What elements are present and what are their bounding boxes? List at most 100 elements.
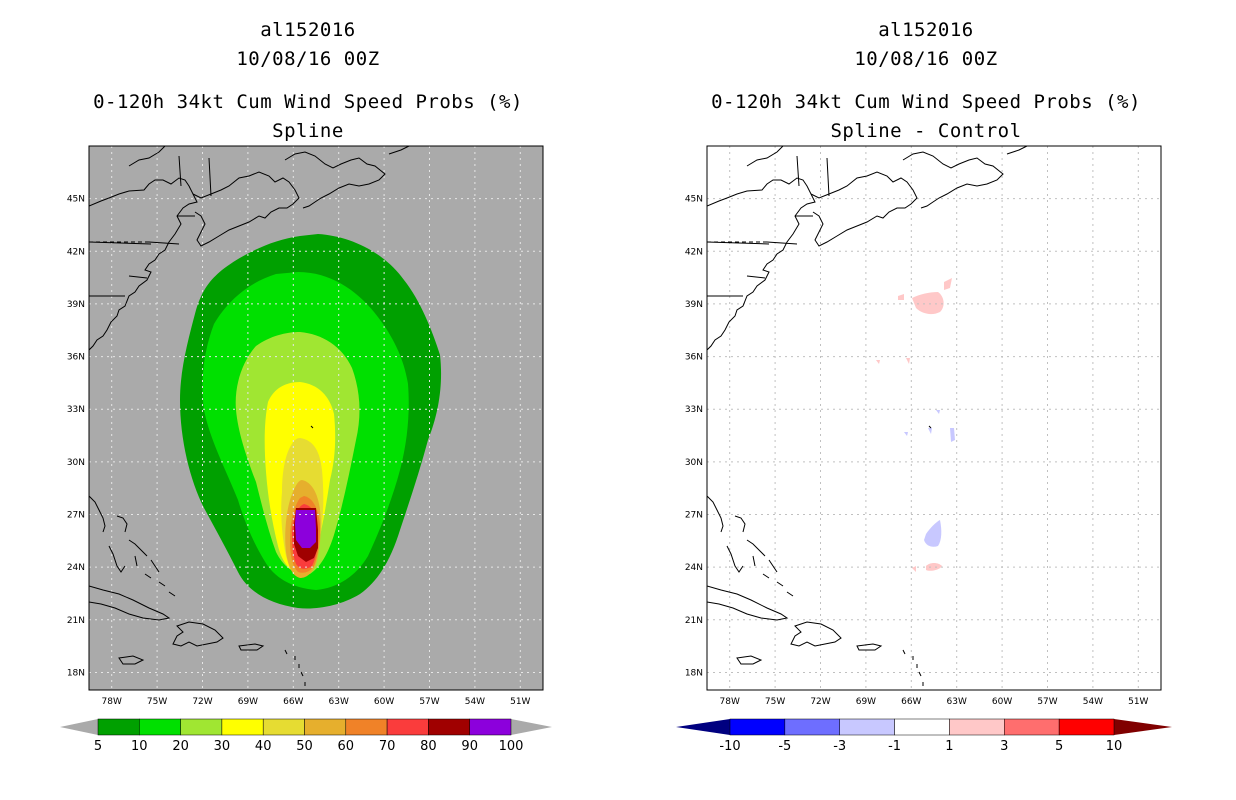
left-lat-label: 39N — [67, 300, 85, 310]
right-colorbar-label: 1 — [945, 739, 953, 754]
left-colorbar-swatch — [304, 718, 347, 736]
left-colorbar-label: 90 — [461, 739, 478, 754]
left-map: 78W 75W 72W 69W 66W 63W 60W 57W 54W 51W 45N 42N 39N 3… — [67, 145, 544, 707]
left-lat-label: 42N — [67, 247, 85, 257]
diff-negative-3 — [928, 428, 932, 434]
diff-negative-1 — [924, 520, 942, 547]
left-lon-label: 51W — [510, 697, 530, 707]
left-title-product: 0-120h 34kt Cum Wind Speed Probs (%) — [93, 91, 523, 113]
right-lat-label: 39N — [685, 300, 703, 310]
diff-positive-4 — [906, 358, 910, 364]
diff-positive-6 — [926, 563, 942, 571]
right-colorbar-label: -3 — [833, 739, 846, 754]
right-lon-label: 51W — [1128, 697, 1148, 707]
left-lon-label: 72W — [192, 697, 212, 707]
right-map-background — [707, 146, 1161, 690]
left-colorbar-label: 80 — [420, 739, 437, 754]
right-title-datetime: 10/08/16 00Z — [854, 48, 998, 70]
left-colorbar-swatch — [386, 718, 429, 736]
left-lon-label: 57W — [419, 697, 439, 707]
left-lon-label: 54W — [465, 697, 485, 707]
left-colorbar-swatch — [180, 718, 223, 736]
left-lat-label: 24N — [67, 563, 85, 573]
left-colorbar-label: 60 — [338, 739, 355, 754]
left-lat-label: 33N — [67, 405, 85, 415]
left-title-datetime: 10/08/16 00Z — [236, 48, 380, 70]
left-lon-label: 78W — [102, 697, 122, 707]
right-lat-label: 27N — [685, 511, 703, 521]
left-colorbar-swatch — [262, 718, 305, 736]
right-lon-label: 54W — [1083, 697, 1103, 707]
diff-positive-3 — [898, 294, 904, 300]
right-axis-labels: 78W 75W 72W 69W 66W 63W 60W 57W 54W 51W 45N 42N 39N 3… — [685, 195, 1149, 707]
left-lon-label: 69W — [238, 697, 258, 707]
diff-negative-5 — [936, 410, 940, 414]
right-colorbar: -10 -5 -3 -1 1 3 5 10 — [676, 718, 1172, 754]
right-lat-label: 33N — [685, 405, 703, 415]
left-colorbar-label: 5 — [94, 739, 102, 754]
left-colorbar-swatch — [469, 718, 512, 736]
right-lon-label: 57W — [1037, 697, 1057, 707]
right-colorbar-swatch — [839, 718, 895, 736]
right-lon-label: 60W — [992, 697, 1012, 707]
left-colorbar-label: 30 — [214, 739, 231, 754]
right-colorbar-label: -10 — [719, 739, 740, 754]
left-lat-label: 27N — [67, 511, 85, 521]
contour-100 — [297, 514, 314, 544]
diff-negative-2 — [950, 428, 955, 442]
right-title-storm-id: al152016 — [878, 19, 974, 41]
left-colorbar-right-arrow — [511, 719, 552, 735]
left-lon-label: 75W — [147, 697, 167, 707]
right-colorbar-left-arrow — [676, 719, 730, 735]
diff-positive-1 — [912, 292, 944, 315]
right-lat-label: 42N — [685, 247, 703, 257]
left-lon-label: 66W — [283, 697, 303, 707]
right-difference-contours — [707, 146, 1161, 690]
left-title-storm-id: al152016 — [260, 19, 356, 41]
right-colorbar-swatch — [1004, 718, 1060, 736]
right-colorbar-swatch — [729, 718, 786, 736]
right-lon-label: 78W — [720, 697, 740, 707]
left-colorbar-label: 10 — [131, 739, 148, 754]
left-title-subtitle: Spline — [272, 120, 344, 142]
left-lon-label: 60W — [374, 697, 394, 707]
left-colorbar-swatch — [345, 718, 388, 736]
left-colorbar-swatch — [139, 718, 181, 736]
right-title-product: 0-120h 34kt Cum Wind Speed Probs (%) — [711, 91, 1141, 113]
right-lat-label: 45N — [685, 195, 703, 205]
right-colorbar-swatch — [1058, 718, 1115, 736]
right-lon-label: 63W — [947, 697, 967, 707]
left-map-border — [88, 145, 544, 691]
left-colorbar-label: 20 — [172, 739, 189, 754]
left-colorbar-label: 100 — [499, 739, 524, 754]
left-lat-label: 36N — [67, 353, 85, 363]
right-colorbar-label: -5 — [778, 739, 791, 754]
right-colorbar-label: 10 — [1106, 739, 1123, 754]
right-lat-label: 30N — [685, 458, 703, 468]
right-lon-label: 75W — [765, 697, 785, 707]
left-lat-label: 30N — [67, 458, 85, 468]
right-colorbar-label: 5 — [1055, 739, 1063, 754]
left-colorbar-label: 70 — [379, 739, 396, 754]
right-colorbar-label: 3 — [1000, 739, 1008, 754]
right-colorbar-label: -1 — [888, 739, 901, 754]
left-colorbar-swatch — [97, 718, 140, 736]
right-lon-label: 69W — [856, 697, 876, 707]
right-map: 78W 75W 72W 69W 66W 63W 60W 57W 54W 51W 45N 42N 39N 3… — [685, 145, 1162, 707]
left-colorbar-label: 40 — [255, 739, 272, 754]
left-colorbar-left-arrow — [60, 719, 98, 735]
left-lat-label: 18N — [67, 668, 85, 678]
right-lat-label: 24N — [685, 563, 703, 573]
left-colorbar-swatch — [221, 718, 264, 736]
left-colorbar-label: 50 — [296, 739, 313, 754]
left-lat-label: 45N — [67, 195, 85, 205]
right-title-subtitle: Spline - Control — [830, 120, 1022, 142]
left-colorbar: 5 10 20 30 40 50 60 70 80 90 100 — [60, 718, 552, 754]
left-colorbar-swatch — [428, 718, 470, 736]
left-lon-label: 63W — [329, 697, 349, 707]
right-lon-label: 72W — [810, 697, 830, 707]
diff-negative-4 — [904, 432, 908, 436]
diff-positive-5 — [876, 360, 880, 364]
right-grid-lines — [707, 146, 1161, 690]
